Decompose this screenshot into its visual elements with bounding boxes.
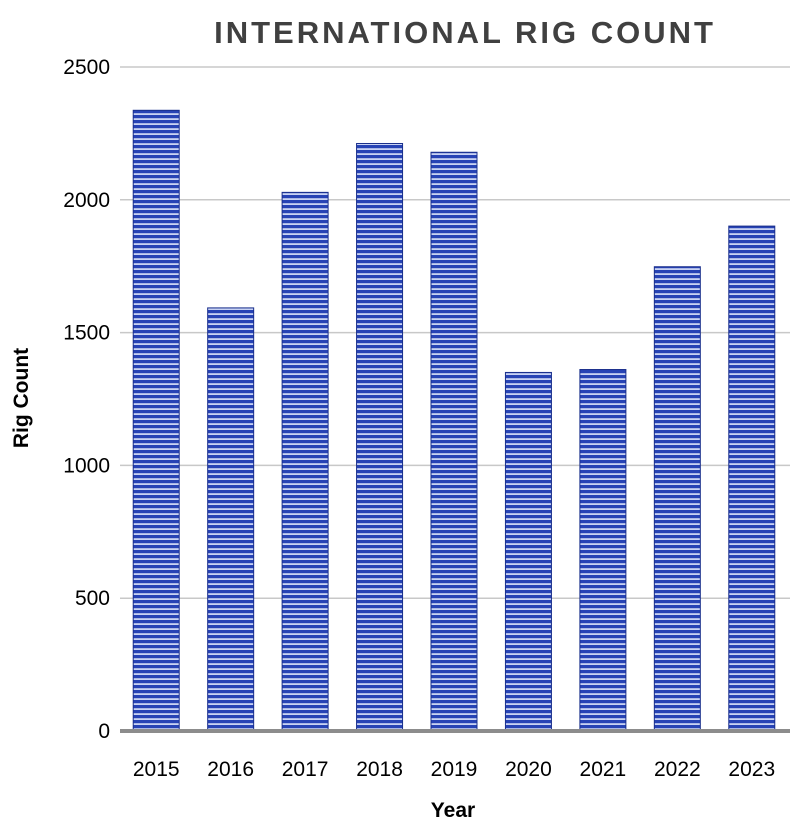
x-axis-title: Year bbox=[431, 799, 475, 822]
bar-2016 bbox=[207, 307, 255, 732]
chart-title: INTERNATIONAL RIG COUNT bbox=[214, 15, 716, 50]
bar-2020 bbox=[504, 371, 552, 732]
bar-2021 bbox=[579, 369, 627, 732]
x-tick-label: 2018 bbox=[356, 758, 403, 781]
x-tick-label: 2017 bbox=[282, 758, 329, 781]
y-axis-ticks: 0 500 1000 1500 2000 2500 bbox=[63, 56, 110, 743]
bars bbox=[132, 109, 776, 732]
y-tick-label: 1500 bbox=[63, 322, 110, 345]
bar-2017 bbox=[281, 191, 329, 732]
y-tick-label: 1000 bbox=[63, 454, 110, 477]
x-tick-label: 2020 bbox=[505, 758, 552, 781]
y-axis-title: Rig Count bbox=[10, 348, 33, 448]
x-tick-label: 2019 bbox=[431, 758, 478, 781]
bar-2019 bbox=[430, 151, 478, 732]
bar-2015 bbox=[132, 109, 180, 732]
bar-2022 bbox=[653, 266, 701, 732]
bar-2023 bbox=[728, 225, 776, 732]
bar-2018 bbox=[356, 142, 404, 732]
x-tick-label: 2022 bbox=[654, 758, 701, 781]
x-tick-label: 2016 bbox=[207, 758, 254, 781]
y-tick-label: 2500 bbox=[63, 56, 110, 79]
x-axis-ticks: 2015 2016 2017 2018 2019 2020 2021 2022 2023 bbox=[133, 758, 775, 781]
x-tick-label: 2015 bbox=[133, 758, 180, 781]
x-tick-label: 2021 bbox=[580, 758, 627, 781]
y-tick-label: 500 bbox=[75, 587, 110, 610]
x-tick-label: 2023 bbox=[728, 758, 775, 781]
y-tick-label: 2000 bbox=[63, 189, 110, 212]
y-tick-label: 0 bbox=[98, 720, 110, 743]
